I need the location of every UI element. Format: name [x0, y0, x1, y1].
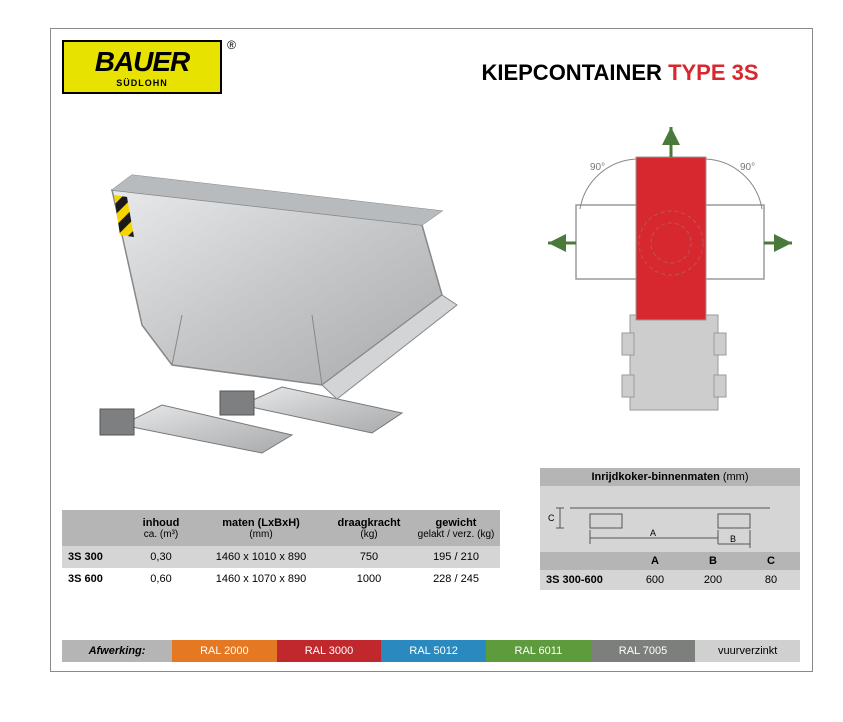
table-row: 3S 300-600 600 200 80 — [540, 570, 800, 590]
col-maten-sub: (mm) — [249, 529, 272, 540]
col-draag-label: draagkracht — [338, 517, 401, 529]
brand-logo: BAUER SÜDLOHN ® — [62, 40, 222, 94]
col-inhoud-label: inhoud — [143, 517, 180, 529]
dim-col-c: C — [742, 552, 800, 570]
dim-a-cell: 600 — [626, 574, 684, 586]
col-maten-label: maten (LxBxH) — [222, 517, 300, 529]
tilt-diagram: 90° 90° — [540, 115, 800, 425]
product-photo — [62, 155, 462, 465]
model-cell: 3S 600 — [62, 573, 126, 585]
dim-table-header: A B C — [540, 552, 800, 570]
table-row: 3S 300 0,30 1460 x 1010 x 890 750 195 / … — [62, 546, 500, 568]
dim-title: Inrijdkoker-binnenmaten(mm) — [540, 468, 800, 486]
draag-cell: 750 — [326, 551, 412, 563]
dim-b-cell: 200 — [684, 574, 742, 586]
angle-right-label: 90° — [740, 162, 755, 173]
logo-text-sub: SÜDLOHN — [116, 78, 168, 88]
col-draag-sub: (kg) — [360, 529, 377, 540]
finish-chip-4: RAL 7005 — [591, 640, 696, 662]
dim-a-label: A — [650, 528, 656, 538]
gewicht-cell: 228 / 245 — [412, 573, 500, 585]
spec-table: inhoudca. (m³) maten (LxBxH)(mm) draagkr… — [62, 510, 500, 590]
inhoud-cell: 0,30 — [126, 551, 196, 563]
finishes-strip: Afwerking: RAL 2000RAL 3000RAL 5012RAL 6… — [62, 640, 800, 662]
finish-chip-3: RAL 6011 — [486, 640, 591, 662]
finish-chip-0: RAL 2000 — [172, 640, 277, 662]
model-cell: 3S 300 — [62, 551, 126, 563]
dim-col-b: B — [684, 552, 742, 570]
col-inhoud-sub: ca. (m³) — [144, 529, 178, 540]
dimensions-section: Inrijdkoker-binnenmaten(mm) A B C A B C — [540, 468, 800, 590]
title-part1: KIEPCONTAINER — [481, 60, 668, 85]
draag-cell: 1000 — [326, 573, 412, 585]
page-title: KIEPCONTAINER TYPE 3S — [430, 60, 810, 86]
dim-col-a: A — [626, 552, 684, 570]
maten-cell: 1460 x 1010 x 890 — [196, 551, 326, 563]
angle-left-label: 90° — [590, 162, 605, 173]
finish-chip-1: RAL 3000 — [277, 640, 382, 662]
finish-chip-5: vuurverzinkt — [695, 640, 800, 662]
maten-cell: 1460 x 1070 x 890 — [196, 573, 326, 585]
col-gewicht-sub: gelakt / verz. (kg) — [418, 529, 495, 540]
finishes-label: Afwerking: — [62, 640, 172, 662]
dim-drawing: A B C — [540, 486, 800, 552]
table-row: 3S 600 0,60 1460 x 1070 x 890 1000 228 /… — [62, 568, 500, 590]
spec-table-header: inhoudca. (m³) maten (LxBxH)(mm) draagkr… — [62, 510, 500, 546]
dim-c-label: C — [548, 513, 555, 523]
col-gewicht-label: gewicht — [436, 517, 477, 529]
dim-b-label: B — [730, 534, 736, 544]
dim-model-cell: 3S 300-600 — [540, 574, 626, 586]
title-part2: TYPE 3S — [668, 60, 758, 85]
finish-chip-2: RAL 5012 — [381, 640, 486, 662]
logo-text-main: BAUER — [95, 46, 190, 78]
inhoud-cell: 0,60 — [126, 573, 196, 585]
logo-registered-icon: ® — [227, 38, 236, 52]
gewicht-cell: 195 / 210 — [412, 551, 500, 563]
dim-c-cell: 80 — [742, 574, 800, 586]
